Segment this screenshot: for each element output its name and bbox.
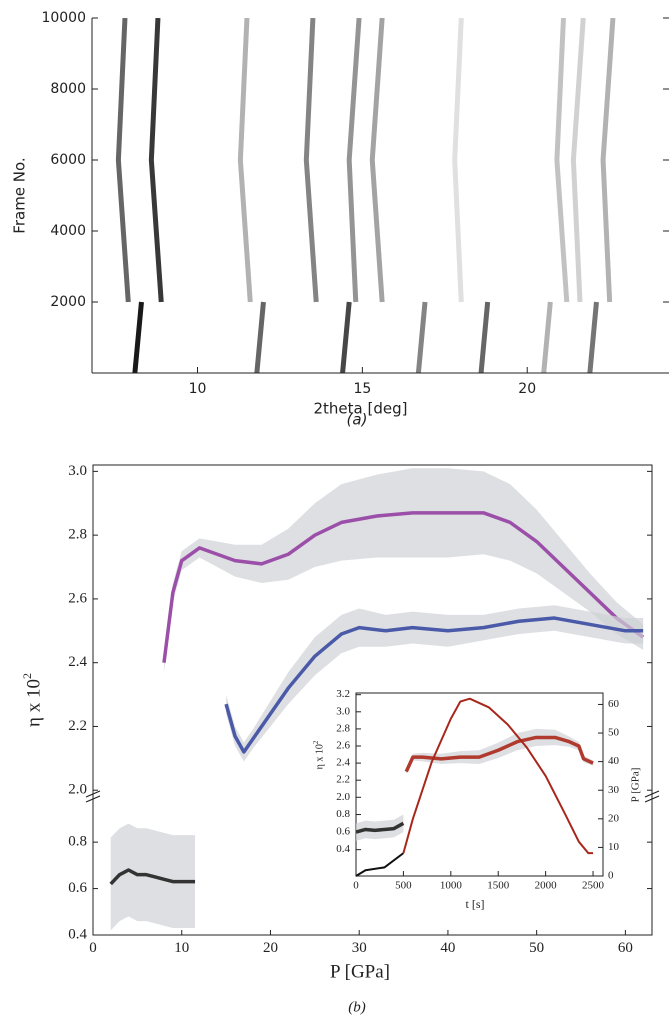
diffraction-line <box>415 301 428 373</box>
series-line <box>109 868 196 886</box>
error-band <box>406 728 594 775</box>
x-tick-label: 10 <box>174 940 189 956</box>
error-band <box>163 468 644 673</box>
x-tick-label: 2000 <box>535 879 558 891</box>
x-tick-label: 1000 <box>440 879 463 891</box>
y2-tick-label: 10 <box>608 841 620 853</box>
y-tick-label: 2.2 <box>68 718 87 734</box>
y-tick-label: 0.4 <box>336 843 350 855</box>
diffraction-line <box>132 301 144 373</box>
y-tick-label: 2.6 <box>336 740 350 752</box>
diffraction-line <box>148 18 164 303</box>
y-axis-label: Frame No. <box>11 157 29 233</box>
y2-tick-label: 50 <box>608 727 620 739</box>
y-tick-label: 2000 <box>50 294 86 310</box>
traces <box>115 18 616 373</box>
y2-tick-label: 20 <box>608 812 620 824</box>
y-tick-label: 3.2 <box>336 688 350 700</box>
diffraction-line <box>600 18 616 303</box>
x-tick-label: 500 <box>395 879 412 891</box>
y-tick-label: 4000 <box>50 223 86 239</box>
diffraction-line <box>237 18 253 303</box>
inset-background <box>356 693 603 876</box>
y-axis-label-exponent: 2 <box>312 740 320 744</box>
x-axis-label: P [GPa] <box>330 961 390 982</box>
x-tick-label: 2500 <box>582 879 605 891</box>
x-tick-label: 30 <box>352 940 367 956</box>
y-tick-label: 2.0 <box>336 791 350 803</box>
panel-a: 10 15 20 2000 4000 6000 8000 10000 2theta [deg] F… <box>11 10 669 429</box>
y-tick-label: 2.4 <box>336 757 350 769</box>
y-tick-label: 2.4 <box>68 654 87 670</box>
series-line <box>355 821 405 834</box>
series-line <box>162 511 645 663</box>
y-axis-label: η x 102 <box>312 740 326 769</box>
y2-tick-label: 30 <box>608 784 620 796</box>
y-tick-label: 0.6 <box>68 880 87 896</box>
x-axis-label: t [s] <box>466 897 485 911</box>
x-tick-label: 0 <box>353 879 359 891</box>
y2-tick-label: 40 <box>608 755 620 767</box>
diffraction-line <box>478 301 491 373</box>
x-tick-label: 15 <box>353 381 371 397</box>
y-tick-label: 2.8 <box>68 527 87 543</box>
x-tick-label: 50 <box>529 940 544 956</box>
caption: (a) <box>347 411 368 429</box>
y2-axis-label: P [GPa] <box>630 768 642 803</box>
y-tick-label: 10000 <box>41 10 86 26</box>
plot-frame <box>355 692 604 877</box>
diffraction-line <box>570 18 586 303</box>
series-line <box>355 852 405 877</box>
diffraction-line <box>587 301 599 373</box>
x-tick-label: 60 <box>618 940 633 956</box>
y-tick-label: 0.4 <box>68 926 87 942</box>
diffraction-line <box>254 301 266 373</box>
y-tick-label: 2.2 <box>336 774 350 786</box>
y-tick-label: 2.0 <box>68 782 87 798</box>
plot-frame <box>92 464 653 936</box>
diffraction-line <box>115 18 131 303</box>
diffraction-line <box>452 18 464 303</box>
error-band <box>356 814 404 841</box>
y-tick-label: 0.8 <box>336 808 350 820</box>
y-tick-label: 3.0 <box>336 705 350 717</box>
caption: (b) <box>348 999 366 1015</box>
y-tick-label: 2.8 <box>336 722 350 734</box>
panel-b: 0 10 20 30 40 50 600.40.60.82.02.22.42.62.83.0… <box>20 463 660 1015</box>
y-axis-label: η x 102 <box>20 673 45 727</box>
y-tick-label: 2.6 <box>68 590 87 606</box>
y2-tick-label: 60 <box>608 698 620 710</box>
diffraction-line <box>369 18 385 303</box>
diffraction-line <box>554 18 570 303</box>
y-tick-label: 0.6 <box>336 826 350 838</box>
diffraction-line <box>346 18 362 303</box>
x-tick-label: 0 <box>89 940 97 956</box>
x-tick-label: 20 <box>263 940 278 956</box>
y-tick-label: 3.0 <box>68 463 87 479</box>
y-tick-label: 0.8 <box>68 834 87 850</box>
y-tick-label: 6000 <box>50 152 86 168</box>
series-line <box>224 616 644 754</box>
x-tick-label: 1500 <box>487 879 510 891</box>
y2-tick-label: 0 <box>608 870 614 882</box>
diffraction-line <box>303 18 319 303</box>
series-line <box>402 697 594 855</box>
y-axis-label-exponent: 2 <box>20 673 34 679</box>
x-tick-label: 40 <box>440 940 455 956</box>
diffraction-line <box>541 301 553 373</box>
y-tick-label: 8000 <box>50 81 86 97</box>
x-tick-label: 10 <box>189 381 207 397</box>
series-line <box>404 735 594 773</box>
diffraction-line <box>340 301 352 373</box>
x-axis-label: 2theta [deg] <box>314 400 408 418</box>
x-tick-label: 20 <box>518 381 536 397</box>
